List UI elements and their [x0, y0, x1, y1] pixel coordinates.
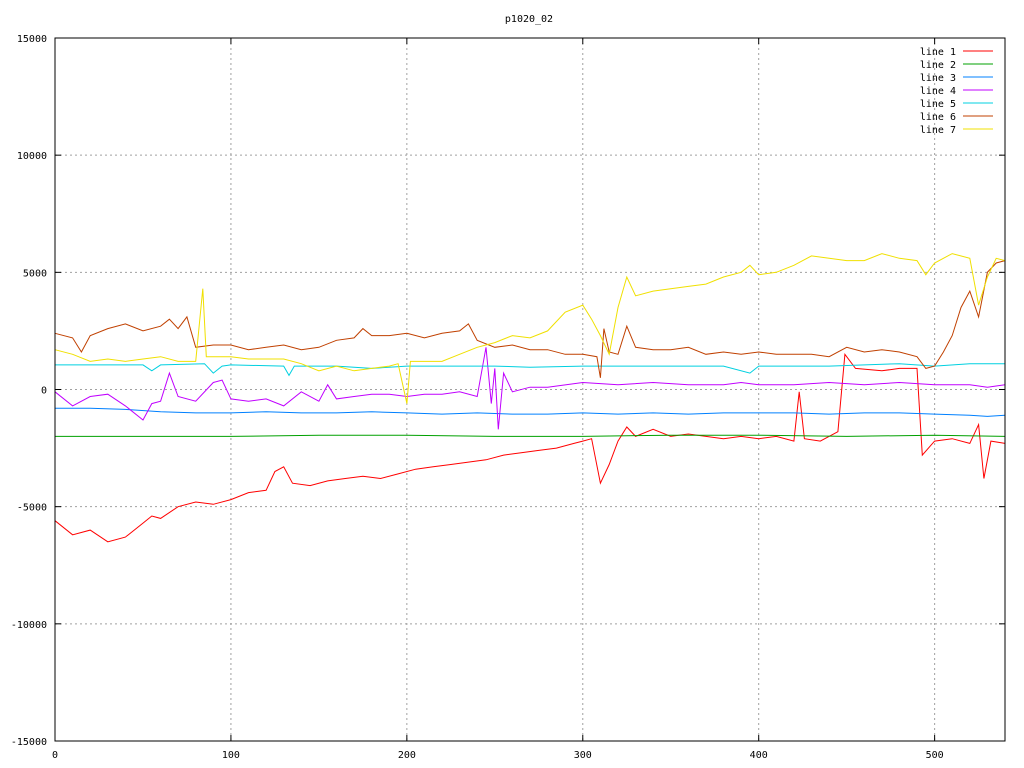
legend-label-2: line 2: [920, 60, 956, 71]
y-tick-label: -10000: [11, 620, 47, 631]
chart-title: p1020_02: [505, 14, 553, 25]
series-line-3: [55, 407, 1006, 417]
series-line-1: [54, 352, 1006, 543]
x-tick-label: 500: [926, 750, 944, 761]
legend-label-1: line 1: [920, 47, 956, 58]
legend-label-5: line 5: [920, 99, 956, 110]
x-tick-label: 400: [750, 750, 768, 761]
y-tick-label: 0: [41, 386, 47, 397]
series-line-4: [54, 347, 1006, 430]
y-tick-label: 15000: [17, 34, 47, 45]
x-tick-label: 0: [52, 750, 58, 761]
series-line-7: [54, 253, 1006, 404]
y-tick-label: 5000: [23, 268, 47, 279]
x-tick-label: 100: [222, 750, 240, 761]
grid: [55, 38, 1005, 741]
x-tick-label: 300: [574, 750, 592, 761]
series-line-2: [55, 434, 1006, 437]
series-line-5: [55, 363, 1005, 377]
legend-label-6: line 6: [920, 112, 956, 123]
legend-label-4: line 4: [920, 86, 956, 97]
axes: 0 100 200 300 400 500 -15000 -10000 -5000 0 5000 10…: [11, 34, 1006, 761]
y-tick-label: -5000: [17, 503, 47, 514]
series-line-6: [54, 260, 1006, 378]
series-layer: [54, 253, 1006, 543]
legend: line 1 line 2 line 3 line 4 line 5 line 6 line…: [920, 47, 993, 136]
legend-label-7: line 7: [920, 125, 956, 136]
y-tick-label: 10000: [17, 151, 47, 162]
x-tick-label: 200: [398, 750, 416, 761]
y-tick-label: -15000: [11, 737, 47, 748]
legend-label-3: line 3: [920, 73, 956, 84]
